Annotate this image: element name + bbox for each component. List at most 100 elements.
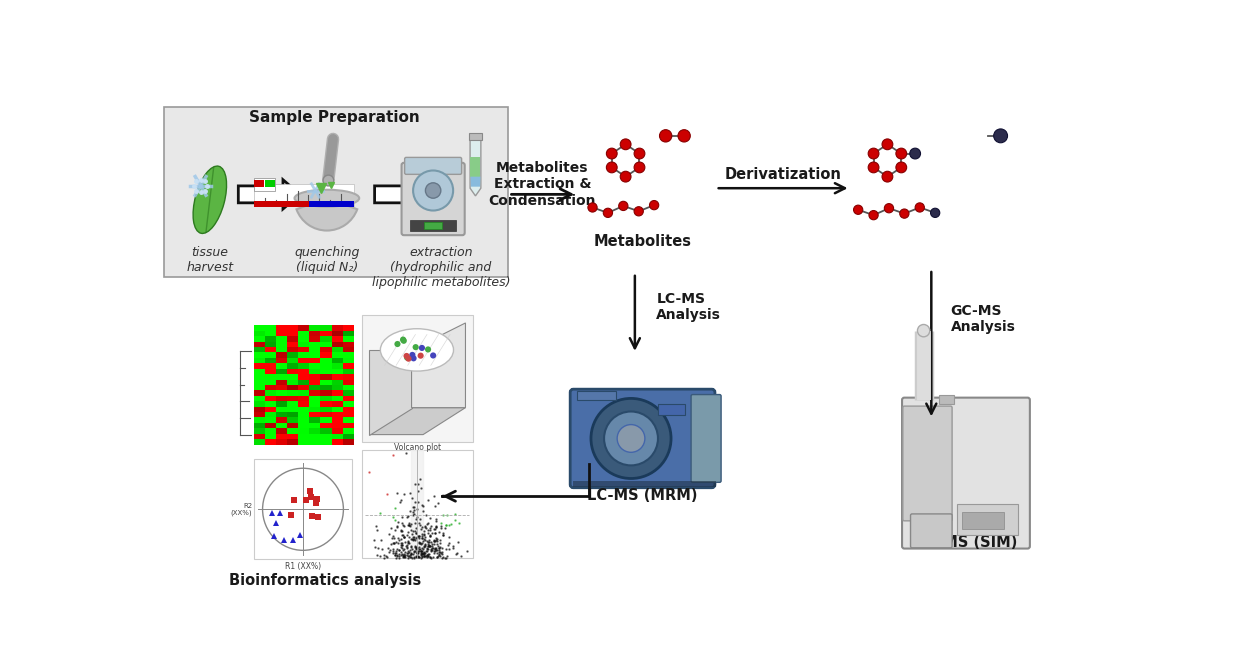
Bar [253,325,264,331]
Wedge shape [296,198,357,230]
Bar [275,401,287,407]
Text: Metabolites
Extraction &
Condensation: Metabolites Extraction & Condensation [489,161,597,208]
Bar [275,428,287,433]
Bar [309,358,320,363]
Bar [309,407,320,412]
Bar [320,417,331,423]
Circle shape [620,172,631,182]
Bar [253,428,264,433]
Bar [309,201,353,208]
Bar [309,325,320,331]
Bar [163,107,508,277]
Circle shape [620,139,631,149]
Bar [287,423,298,428]
Bar [577,391,615,400]
Text: quenching
(liquid N₂): quenching (liquid N₂) [294,246,359,274]
Bar [342,331,353,336]
Bar [331,428,342,433]
Bar [309,352,320,358]
Bar [957,504,1019,535]
Bar [342,417,353,423]
Bar [298,369,309,374]
Bar [331,331,342,336]
Bar [331,347,342,352]
Bar [320,385,331,391]
Bar [275,369,287,374]
Bar [320,363,331,369]
Polygon shape [471,157,480,177]
Text: GC-MS (SIM): GC-MS (SIM) [914,535,1018,549]
Bar [264,336,275,342]
Bar [342,325,353,331]
Bar [287,412,298,417]
FancyArrow shape [374,180,436,209]
Bar [287,336,298,342]
Bar [253,417,264,423]
Circle shape [634,206,643,216]
Bar [264,331,275,336]
Bar [287,433,298,440]
Circle shape [882,172,893,182]
Bar [342,352,353,358]
Bar [342,440,353,445]
Bar [320,336,331,342]
Bar [253,459,352,559]
Circle shape [394,341,400,347]
Circle shape [400,338,406,344]
Ellipse shape [294,190,359,206]
Text: GC-MS
Analysis: GC-MS Analysis [951,304,1015,334]
Bar [309,417,320,423]
Circle shape [425,346,431,352]
Bar [331,440,342,445]
Bar [287,325,298,331]
Text: Bioinformatics analysis: Bioinformatics analysis [230,574,421,588]
Text: extraction
(hydrophilic and
lipophilic metabolites): extraction (hydrophilic and lipophilic m… [372,246,510,289]
Bar [309,412,320,417]
Bar [253,352,264,358]
Bar [342,412,353,417]
Bar [253,440,264,445]
Bar [253,358,264,363]
Circle shape [853,205,863,214]
Bar [331,369,342,374]
Bar [342,385,353,391]
Bar [298,433,309,440]
Circle shape [324,175,333,186]
Bar [309,331,320,336]
Bar [298,352,309,358]
Bar [264,369,275,374]
Bar [331,358,342,363]
Polygon shape [369,350,411,435]
Circle shape [619,201,627,210]
Circle shape [930,208,940,218]
Bar [331,325,342,331]
Circle shape [868,148,879,159]
Bar [287,369,298,374]
Bar [298,379,309,385]
Bar [320,440,331,445]
Bar [298,391,309,396]
Bar [264,385,275,391]
Bar [342,358,353,363]
Bar [287,391,298,396]
Ellipse shape [380,329,453,371]
Polygon shape [471,177,480,187]
Circle shape [409,352,415,358]
Polygon shape [411,323,466,407]
Bar [264,423,275,428]
Bar [298,342,309,347]
Bar [275,440,287,445]
Bar [264,325,275,331]
Circle shape [417,352,424,358]
Bar [298,412,309,417]
Text: Volcano plot: Volcano plot [394,443,441,452]
Circle shape [618,425,645,452]
Bar [298,396,309,401]
Bar [320,423,331,428]
Bar [962,512,1004,529]
Circle shape [604,411,658,466]
Bar [342,433,353,440]
Bar [320,369,331,374]
Circle shape [430,352,436,358]
Bar [342,423,353,428]
